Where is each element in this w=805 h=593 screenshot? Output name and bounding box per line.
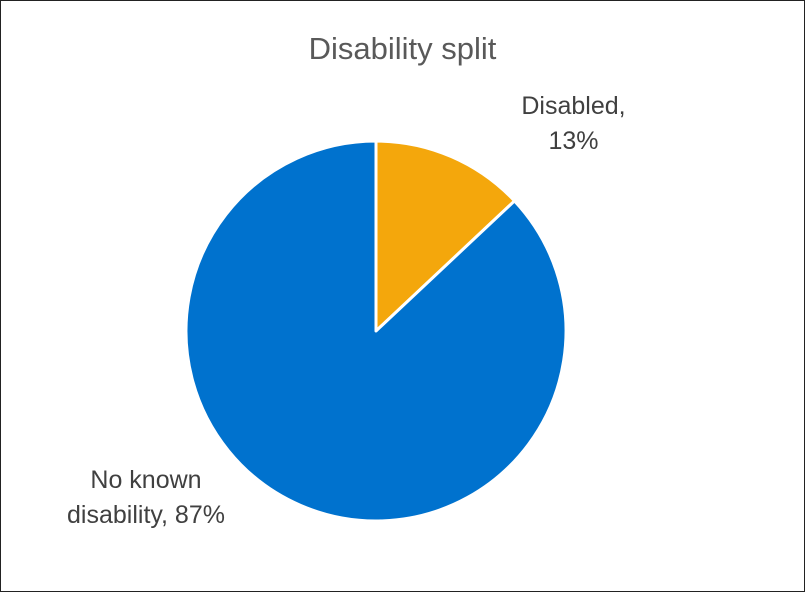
slice-label-no-known-line-2: disability, 87% <box>67 501 225 529</box>
pie-slice-no-known-disability <box>184 139 568 523</box>
slice-label-no-known-line-1: No known <box>90 466 202 494</box>
slice-label-disabled-line-2: 13% <box>548 127 599 155</box>
slice-label-disabled-line-1: Disabled, <box>521 92 626 120</box>
slice-label-no-known-disability: No known disability, 87% <box>21 463 271 533</box>
pie-slice-disabled <box>374 139 517 333</box>
slice-label-disabled: Disabled, 13% <box>501 89 646 159</box>
chart-title: Disability split <box>308 31 497 66</box>
